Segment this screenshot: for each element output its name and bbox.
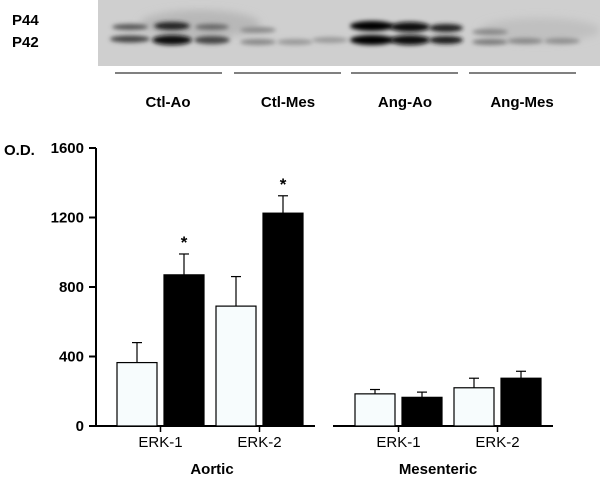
- band-label-p44: P44: [12, 12, 39, 29]
- bar-aortic-erk-2-s0: [215, 305, 257, 427]
- y-tick-label: 0: [76, 418, 84, 435]
- blot-bands: [110, 10, 600, 45]
- y-tick-label: 800: [59, 279, 84, 296]
- bar-aortic-erk-1-s1: [163, 274, 205, 427]
- group-label-mesenteric: Mesenteric: [399, 461, 477, 478]
- y-tick-label: 1600: [51, 140, 84, 157]
- bar-mesenteric-erk-2-s0: [453, 387, 495, 427]
- category-label: ERK-1: [138, 434, 182, 451]
- bar-aortic-erk-1-s0: [116, 361, 158, 427]
- band-label-p42: P42: [12, 34, 39, 51]
- lane-group-label-ang-mes: Ang-Mes: [490, 94, 553, 111]
- lane-group-label-ctl-ao: Ctl-Ao: [146, 94, 191, 111]
- bars: **: [116, 175, 542, 427]
- significance-marker: *: [280, 175, 287, 194]
- bar-mesenteric-erk-2-s1: [500, 377, 542, 427]
- group-label-aortic: Aortic: [190, 461, 233, 478]
- significance-marker: *: [181, 233, 188, 252]
- bar-mesenteric-erk-1-s1: [401, 396, 443, 427]
- lane-group-label-ctl-mes: Ctl-Mes: [261, 94, 315, 111]
- category-labels: ERK-1 ERK-2 ERK-1 ERK-2: [138, 426, 520, 451]
- y-axis-ticks: 0 400 800 1200 1600: [51, 140, 96, 435]
- y-tick-label: 1200: [51, 210, 84, 227]
- lane-group-label-ang-ao: Ang-Ao: [378, 94, 432, 111]
- bar-aortic-erk-2-s1: [262, 212, 304, 427]
- category-label: ERK-2: [237, 434, 281, 451]
- category-label: ERK-2: [475, 434, 519, 451]
- western-blot: P44 P42 Ctl-Ao Ctl-Mes Ang-Ao Ang-Mes: [12, 0, 600, 111]
- y-tick-label: 400: [59, 349, 84, 366]
- y-axis-label: O.D.: [4, 142, 35, 159]
- bar-mesenteric-erk-1-s0: [354, 393, 396, 427]
- category-label: ERK-1: [376, 434, 420, 451]
